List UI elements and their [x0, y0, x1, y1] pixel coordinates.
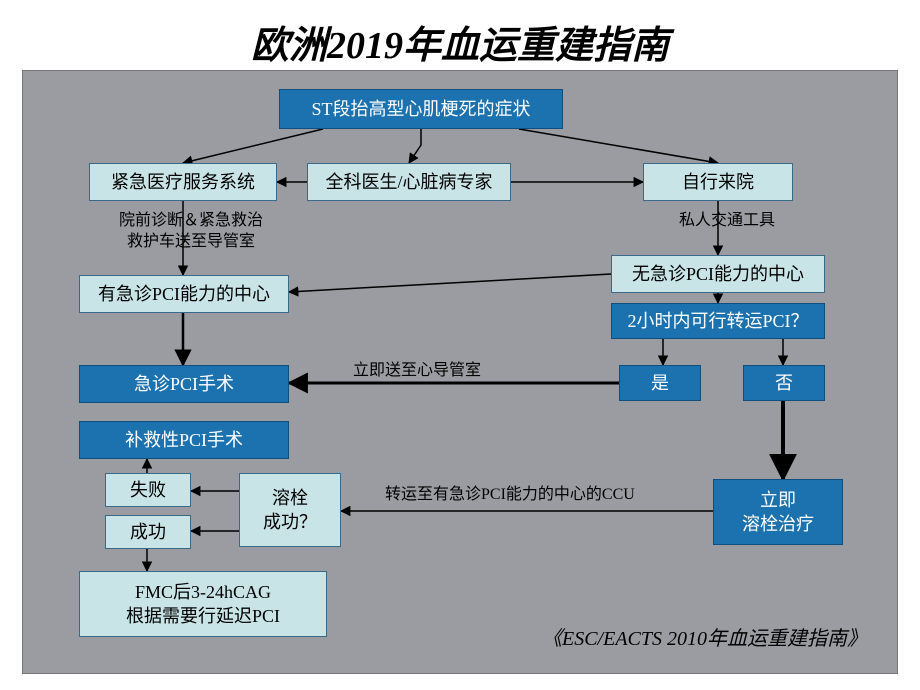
flowchart-canvas: ST段抬高型心肌梗死的症状 紧急医疗服务系统 全科医生/心脏病专家 自行来院 有… [22, 70, 898, 674]
node-symptoms: ST段抬高型心肌梗死的症状 [279, 89, 563, 129]
node-fail: 失败 [105, 473, 191, 507]
node-gp: 全科医生/心脏病专家 [307, 163, 511, 201]
node-transfer-q: 2小时内可行转运PCI？ [611, 303, 825, 339]
node-no: 否 [743, 365, 825, 401]
label-prehospital: 院前诊断＆紧急救治救护车送至导管室 [119, 211, 263, 253]
node-success: 成功 [105, 515, 191, 549]
node-ems: 紧急医疗服务系统 [89, 163, 277, 201]
node-self: 自行来院 [643, 163, 793, 201]
node-pci-center: 有急诊PCI能力的中心 [79, 275, 289, 313]
node-lysis-q: 溶栓成功？ [239, 473, 341, 547]
node-primary-pci: 急诊PCI手术 [79, 365, 289, 403]
node-no-pci-center: 无急诊PCI能力的中心 [611, 255, 825, 293]
label-to-cathlab: 立即送至心导管室 [353, 361, 481, 382]
node-fmc: FMC后3-24hCAG根据需要行延迟PCI [79, 571, 327, 637]
citation-text: 《ESC/EACTS 2010年血运重建指南》 [542, 622, 867, 651]
node-lysis-now: 立即溶栓治疗 [713, 479, 843, 545]
page-title: 欧洲2019年血运重建指南 [0, 0, 920, 77]
label-transport: 私人交通工具 [679, 211, 775, 232]
label-to-ccu: 转运至有急诊PCI能力的中心的CCU [385, 485, 635, 506]
node-rescue-pci: 补救性PCI手术 [79, 421, 289, 459]
node-yes: 是 [619, 365, 701, 401]
